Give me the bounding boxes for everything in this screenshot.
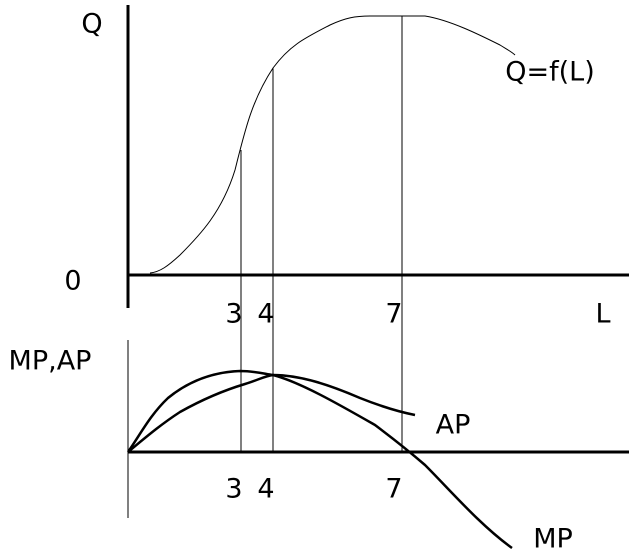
- tick-label: 3: [225, 299, 242, 330]
- curve-label: Q=f(L): [505, 57, 595, 88]
- tick-label: 7: [385, 474, 402, 505]
- q-label: Q: [81, 9, 102, 40]
- tick-label: 4: [257, 299, 274, 330]
- tick-label: 7: [385, 299, 402, 330]
- ap-label: AP: [436, 410, 471, 441]
- ap-curve: [127, 373, 416, 453]
- tick-label: 3: [225, 474, 242, 505]
- mpap-label: MP,AP: [9, 346, 92, 377]
- mp-label: MP: [533, 524, 573, 555]
- tick-label: 4: [257, 474, 274, 505]
- mp-curve: [126, 369, 513, 550]
- l-label: L: [595, 299, 610, 330]
- origin-label: 0: [64, 266, 81, 297]
- production-curve: [149, 15, 516, 274]
